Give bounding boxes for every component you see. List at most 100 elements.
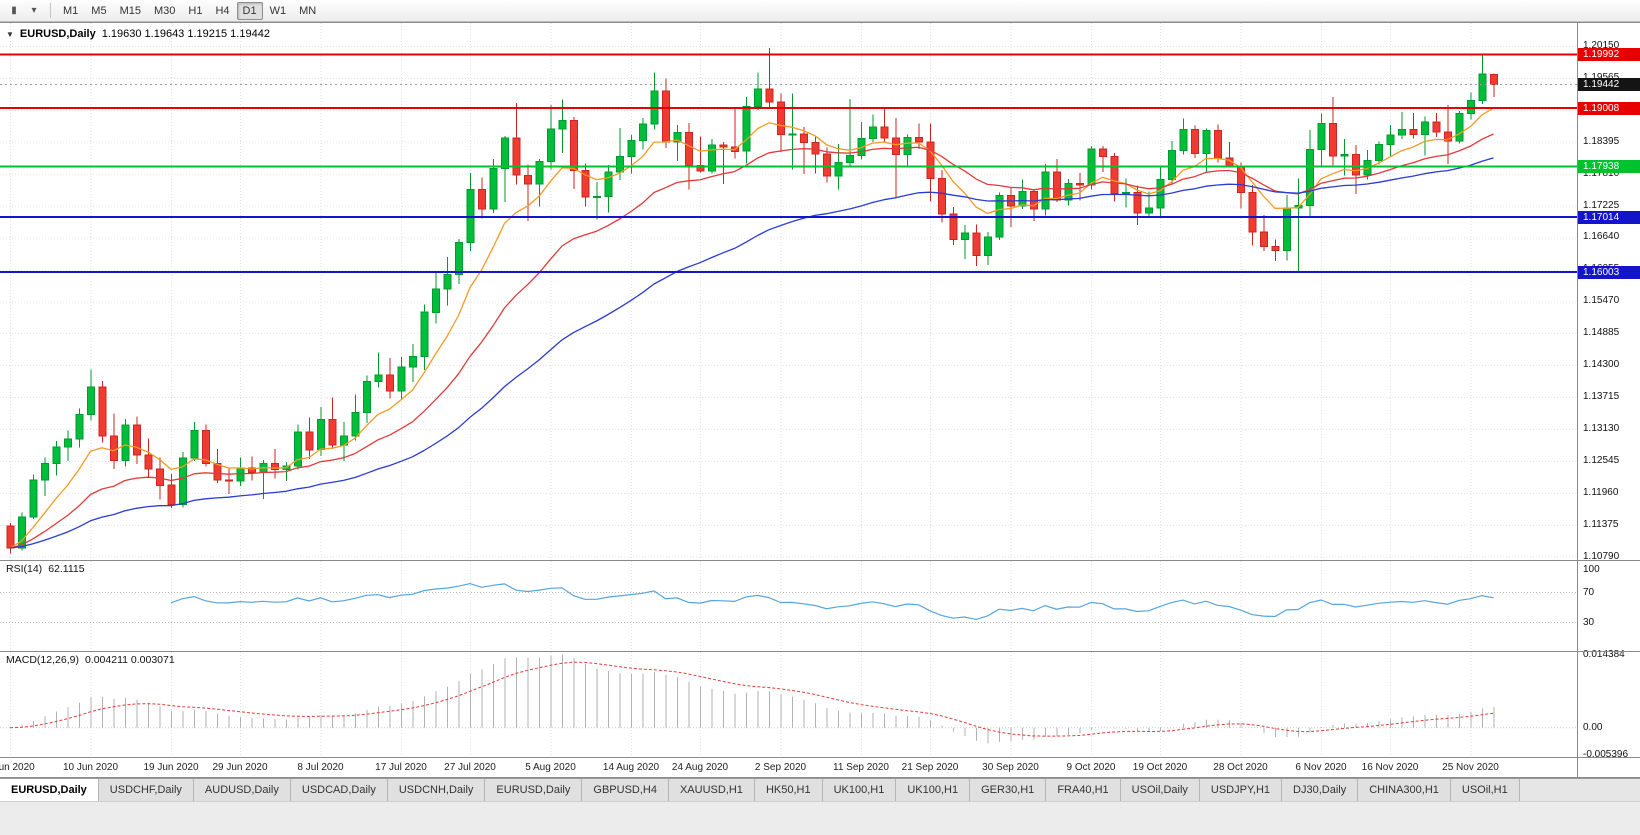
x-axis-date-label: 10 Jun 2020 xyxy=(62,762,119,773)
panel-splitter[interactable] xyxy=(0,651,1640,652)
timeframe-button-h4[interactable]: H4 xyxy=(215,4,230,17)
x-axis-date-label: 6 Nov 2020 xyxy=(1295,762,1347,773)
timeframe-button-m5[interactable]: M5 xyxy=(91,4,107,17)
chart-tab-4[interactable]: USDCNH,Daily xyxy=(387,779,486,801)
toolbar-icon-group: ▮ ▾ xyxy=(4,2,44,20)
rsi-value: 62.1115 xyxy=(48,563,85,575)
x-axis-date-label: 1 Jun 2020 xyxy=(0,762,35,773)
x-axis-date-label: 14 Aug 2020 xyxy=(602,762,660,773)
y-axis-price-label: 1.17225 xyxy=(1583,199,1620,211)
x-axis-date-label: 9 Oct 2020 xyxy=(1066,762,1116,773)
timeframe-button-m30[interactable]: M30 xyxy=(153,4,176,17)
price-level-badge: 1.19992 xyxy=(1578,48,1640,62)
time-axis[interactable]: 1 Jun 2020 10 Jun 2020 19 Jun 2020 29 Jun 2… xyxy=(0,758,1577,777)
chart-ohlc-values: 1.19630 1.19643 1.19215 1.19442 xyxy=(101,28,270,40)
timeframe-button-d1[interactable]: D1 xyxy=(236,1,263,20)
toolbar-separator xyxy=(50,3,51,18)
timeframe-button-m1[interactable]: M1 xyxy=(63,4,79,17)
chart-tab-13[interactable]: USOil,Daily xyxy=(1120,779,1200,801)
macd-axis-label: 0.00 xyxy=(1583,721,1603,733)
chart-title: ▼ EURUSD,Daily 1.19630 1.19643 1.19215 1… xyxy=(6,28,270,40)
y-axis-price-label: 1.12545 xyxy=(1583,454,1620,466)
chart-tab-16[interactable]: CHINA300,H1 xyxy=(1358,779,1451,801)
chart-tab-9[interactable]: UK100,H1 xyxy=(822,779,897,801)
panel-splitter xyxy=(0,777,1640,778)
y-axis-price-label: 1.13130 xyxy=(1583,423,1620,435)
chart-tab-6[interactable]: GBPUSD,H4 xyxy=(582,779,669,801)
status-area xyxy=(0,801,1640,835)
x-axis-date-label: 17 Jul 2020 xyxy=(375,762,427,773)
chart-tab-15[interactable]: DJ30,Daily xyxy=(1282,779,1359,801)
timeframe-button-h1[interactable]: H1 xyxy=(188,4,203,17)
chart-tab-14[interactable]: USDJPY,H1 xyxy=(1199,779,1283,801)
chart-tab-1[interactable]: USDCHF,Daily xyxy=(98,779,194,801)
chart-window-top-border xyxy=(0,22,1640,23)
x-axis-date-label: 21 Sep 2020 xyxy=(901,762,959,773)
rsi-name: RSI(14) xyxy=(6,563,43,575)
chart-tab-3[interactable]: USDCAD,Daily xyxy=(290,779,388,801)
chart-tab-bar: EURUSD,Daily USDCHF,Daily AUDUSD,Daily USDC… xyxy=(0,778,1640,801)
y-axis-price-label: 1.14885 xyxy=(1583,327,1620,339)
y-axis-price-label: 1.14300 xyxy=(1583,359,1620,371)
chart-tab-12[interactable]: FRA40,H1 xyxy=(1046,779,1121,801)
y-axis-price-label: 1.11960 xyxy=(1583,486,1619,498)
x-axis-date-label: 19 Jun 2020 xyxy=(143,762,199,773)
main-chart-canvas[interactable] xyxy=(0,23,1577,560)
timeframe-button-mn[interactable]: MN xyxy=(299,4,317,17)
timeframe-button-w1[interactable]: W1 xyxy=(269,4,287,17)
collapse-chart-icon[interactable]: ▼ xyxy=(6,29,14,39)
chart-tab-0[interactable]: EURUSD,Daily xyxy=(0,779,99,801)
x-axis-date-label: 27 Jul 2020 xyxy=(444,762,496,773)
price-level-badge: 1.19008 xyxy=(1578,101,1640,115)
chart-tab-2[interactable]: AUDUSD,Daily xyxy=(193,779,291,801)
chart-tab-7[interactable]: XAUUSD,H1 xyxy=(668,779,755,801)
candlestick-chart-icon[interactable]: ▮ xyxy=(11,5,17,16)
rsi-axis-label: 70 xyxy=(1583,586,1595,598)
timeframe-button-group: M1 M5 M15 M30 H1 H4 D1 W1 MN xyxy=(57,1,322,20)
timeframe-button-m15[interactable]: M15 xyxy=(119,4,141,17)
y-axis-price-label: 1.18395 xyxy=(1583,135,1620,147)
rsi-axis-label: 30 xyxy=(1583,616,1595,628)
macd-axis-label: -0.005396 xyxy=(1583,748,1629,760)
chart-tab-10[interactable]: UK100,H1 xyxy=(896,779,971,801)
y-axis-price-label: 1.19565 xyxy=(1583,72,1619,83)
macd-panel-canvas[interactable] xyxy=(0,652,1577,757)
y-axis-price-label: 1.10790 xyxy=(1583,550,1620,562)
price-axis[interactable]: 1.201501.195651.189801.183951.178101.172… xyxy=(1577,23,1640,777)
macd-values: 0.004211 0.003071 xyxy=(84,654,175,666)
panel-splitter[interactable] xyxy=(0,560,1640,561)
rsi-axis-label: 100 xyxy=(1583,564,1600,575)
y-axis-price-label: 1.16640 xyxy=(1583,231,1620,243)
x-axis-date-label: 19 Oct 2020 xyxy=(1132,762,1188,773)
chart-tab-17[interactable]: USOil,H1 xyxy=(1450,779,1520,801)
x-axis-date-label: 11 Sep 2020 xyxy=(833,762,889,773)
y-axis-price-label: 1.11375 xyxy=(1583,518,1619,530)
y-axis-price-label: 1.15470 xyxy=(1583,295,1620,307)
price-level-badge: 1.17938 xyxy=(1578,160,1640,174)
x-axis-date-label: 28 Oct 2020 xyxy=(1213,762,1268,773)
rsi-panel-canvas[interactable] xyxy=(0,561,1577,651)
price-level-badge: 1.17014 xyxy=(1578,210,1640,224)
x-axis-date-label: 30 Sep 2020 xyxy=(982,762,1039,773)
panel-splitter xyxy=(0,757,1640,758)
current-price-badge: 1.19442 xyxy=(1578,78,1640,92)
chart-tab-8[interactable]: HK50,H1 xyxy=(754,779,823,801)
x-axis-date-label: 5 Aug 2020 xyxy=(525,762,576,773)
y-axis-price-label: 1.20150 xyxy=(1583,39,1620,51)
dropdown-caret-icon[interactable]: ▾ xyxy=(31,5,37,16)
x-axis-date-label: 2 Sep 2020 xyxy=(754,762,807,773)
price-level-badge: 1.16003 xyxy=(1578,265,1640,279)
main-toolbar: ▮ ▾ M1 M5 M15 M30 H1 H4 D1 W1 MN xyxy=(0,0,1640,22)
x-axis-date-label: 29 Jun 2020 xyxy=(212,762,268,773)
macd-name: MACD(12,26,9) xyxy=(6,654,79,666)
chart-tab-11[interactable]: GER30,H1 xyxy=(970,779,1047,801)
chart-tab-5[interactable]: EURUSD,Daily xyxy=(485,779,583,801)
x-axis-date-label: 24 Aug 2020 xyxy=(671,762,729,773)
chart-symbol-label: EURUSD,Daily xyxy=(19,28,96,40)
macd-axis-label: 0.014384 xyxy=(1583,649,1625,661)
x-axis-date-label: 8 Jul 2020 xyxy=(297,762,344,773)
x-axis-date-label: 16 Nov 2020 xyxy=(1361,762,1419,773)
macd-indicator-label: MACD(12,26,9) 0.004211 0.003071 xyxy=(6,654,175,666)
rsi-indicator-label: RSI(14) 62.1115 xyxy=(6,563,85,575)
